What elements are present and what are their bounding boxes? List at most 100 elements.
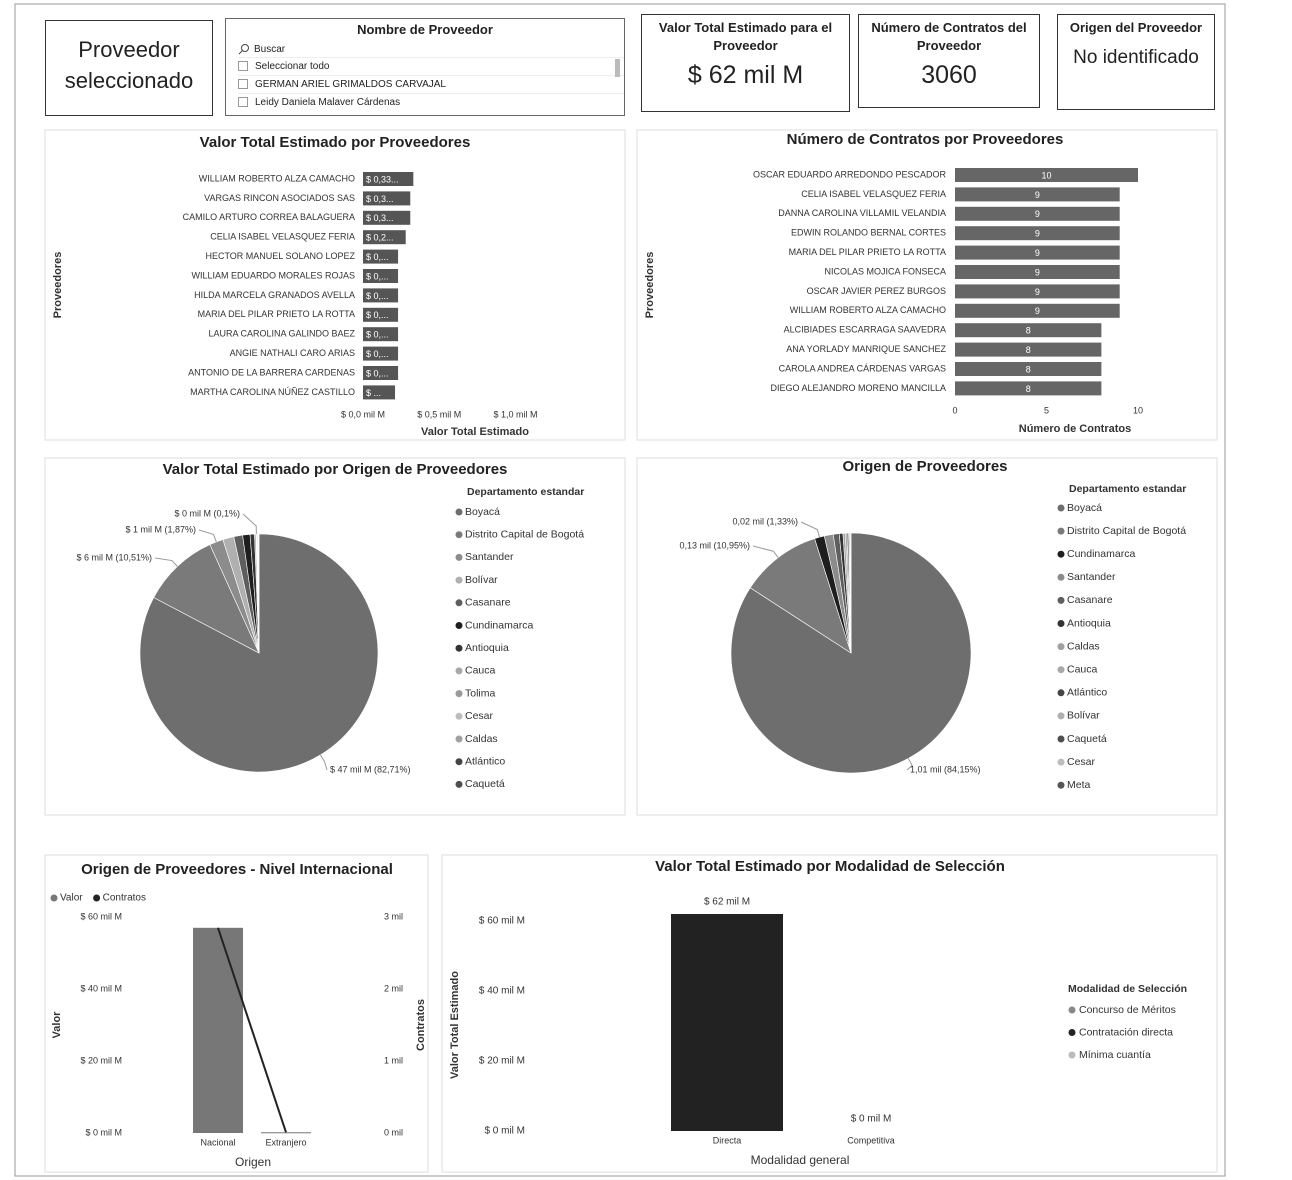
x-tick-label: $ 0,0 mil M <box>341 409 385 419</box>
legend-title: Departamento estandar <box>1069 483 1186 495</box>
bar <box>955 168 1138 182</box>
panel <box>441 854 1218 1173</box>
x-tick-label: Directa <box>713 1135 742 1145</box>
legend-label: Cundinamarca <box>465 619 533 631</box>
legend-label: Casanare <box>465 597 511 609</box>
y-tick-label: WILLIAM ROBERTO ALZA CAMACHO <box>790 305 946 315</box>
legend-label: Distrito Capital de Bogotá <box>1067 525 1186 537</box>
y-tick-label: CELIA ISABEL VELASQUEZ FERIA <box>210 232 355 242</box>
x-tick-label: Extranjero <box>265 1137 306 1147</box>
legend-label: Caldas <box>1067 640 1100 652</box>
y-tick-label: EDWIN ROLANDO BERNAL CORTES <box>791 228 946 238</box>
slicer: Nombre de Proveedor Buscar Seleccionar t… <box>225 18 625 116</box>
checkbox[interactable] <box>238 61 248 71</box>
chart-title: Valor Total Estimado por Modalidad de Se… <box>655 858 1005 875</box>
search-box[interactable]: Buscar <box>238 43 624 55</box>
chart-title: Valor Total Estimado por Origen de Prove… <box>163 461 508 478</box>
y-tick-label: $ 60 mil M <box>479 916 525 927</box>
chart-title: Número de Contratos por Proveedores <box>787 131 1064 148</box>
legend-label: Caquetá <box>1067 733 1107 745</box>
legend-label: Contratación directa <box>1079 1026 1173 1038</box>
item-text: Leidy Daniela Malaver Cárdenas <box>255 96 401 108</box>
x-tick-label: 0 <box>952 405 957 415</box>
legend-swatch <box>1057 504 1065 512</box>
legend-label: Caldas <box>465 733 498 745</box>
legend-label: Casanare <box>1067 594 1113 606</box>
legend-label: Concurso de Méritos <box>1079 1004 1176 1016</box>
y-tick-label: DIEGO ALEJANDRO MORENO MANCILLA <box>770 383 946 393</box>
data-label: 1,01 mil (84,15%) <box>910 764 981 774</box>
card-title: Valor Total Estimado para el Proveedor <box>658 20 833 53</box>
data-label: 9 <box>1035 190 1040 200</box>
scrollbar[interactable] <box>615 59 620 77</box>
slicer-item[interactable]: GERMAN ARIEL GRIMALDOS CARVAJAL <box>238 75 624 92</box>
bar <box>363 191 411 206</box>
y2-axis-title: Contratos <box>415 999 427 1051</box>
bar <box>955 342 1102 357</box>
card-value: No identificado <box>1073 47 1199 68</box>
legend-swatch <box>455 531 463 539</box>
legend-swatch <box>1068 1051 1076 1059</box>
bar <box>955 303 1120 318</box>
data-label: 8 <box>1026 364 1031 374</box>
bar <box>363 269 399 283</box>
y-tick-label: $ 40 mil M <box>479 986 525 997</box>
bar <box>193 927 243 1133</box>
y-tick-label: MARIA DEL PILAR PRIETO LA ROTTA <box>198 309 355 319</box>
y2-tick-label: 1 mil <box>384 1055 403 1065</box>
x-tick-label: Nacional <box>200 1137 235 1147</box>
legend-swatch <box>455 712 463 720</box>
checkbox[interactable] <box>238 97 248 107</box>
bar <box>363 288 399 303</box>
card-title: Número de Contratos del Proveedor <box>871 20 1027 53</box>
bar <box>363 230 406 245</box>
x-tick-label: $ 0,5 mil M <box>417 409 461 419</box>
data-label: 0,02 mil (1,33%) <box>732 516 798 526</box>
y-tick-label: MARIA DEL PILAR PRIETO LA ROTTA <box>789 247 946 257</box>
x-tick-label: 10 <box>1133 405 1143 415</box>
legend-label: Antioquia <box>465 642 509 654</box>
item-text: Seleccionar todo <box>255 60 330 72</box>
card-title: Origen del Proveedor <box>1069 20 1203 35</box>
data-label: 8 <box>1026 345 1031 355</box>
y-axis-title: Valor Total Estimado <box>449 971 461 1079</box>
data-label: $ 62 mil M <box>704 897 750 908</box>
data-label: 9 <box>1035 229 1040 239</box>
legend-swatch <box>1057 620 1065 627</box>
bar <box>955 381 1102 396</box>
legend-swatch <box>455 599 463 607</box>
y-tick-label: $ 0 mil M <box>85 1127 122 1137</box>
data-label: $ ... <box>366 388 381 398</box>
bar <box>955 245 1120 260</box>
y-tick-label: $ 20 mil M <box>479 1056 525 1067</box>
slicer-item[interactable]: Leidy Daniela Malaver Cárdenas <box>238 93 624 110</box>
legend-swatch <box>455 667 463 675</box>
legend-swatch <box>1057 596 1065 604</box>
legend-label: Atlántico <box>1067 687 1107 699</box>
checkbox[interactable] <box>238 79 248 89</box>
legend-swatch <box>455 508 463 516</box>
data-label: $ 0,33... <box>366 174 399 184</box>
legend-swatch <box>1057 758 1065 766</box>
bar <box>955 323 1102 338</box>
y-tick-label: ANTONIO DE LA BARRERA CARDENAS <box>188 367 355 377</box>
data-label: $ 0,3... <box>366 194 394 204</box>
search-icon <box>238 44 249 55</box>
slicer-item[interactable]: Seleccionar todo <box>238 57 624 74</box>
y2-tick-label: 0 mil <box>384 1127 403 1137</box>
legend-label: Valor <box>60 893 83 904</box>
leader-line <box>752 545 779 558</box>
leader-line <box>198 529 217 543</box>
y-tick-label: NICOLAS MOJICA FONSECA <box>824 266 946 276</box>
kpi-card: Valor Total Estimado para el Proveedor $… <box>641 14 850 112</box>
data-label: 9 <box>1035 287 1040 297</box>
y-tick-label: OSCAR JAVIER PEREZ BURGOS <box>807 286 946 296</box>
bar <box>363 210 411 225</box>
data-label: $ 1 mil M (1,87%) <box>125 524 196 534</box>
y-tick-label: OSCAR EDUARDO ARREDONDO PESCADOR <box>753 169 947 179</box>
bar <box>363 307 399 322</box>
leader-line <box>800 521 820 538</box>
legend-label: Boyacá <box>1067 502 1102 514</box>
bar <box>363 327 399 342</box>
bar <box>363 346 399 361</box>
